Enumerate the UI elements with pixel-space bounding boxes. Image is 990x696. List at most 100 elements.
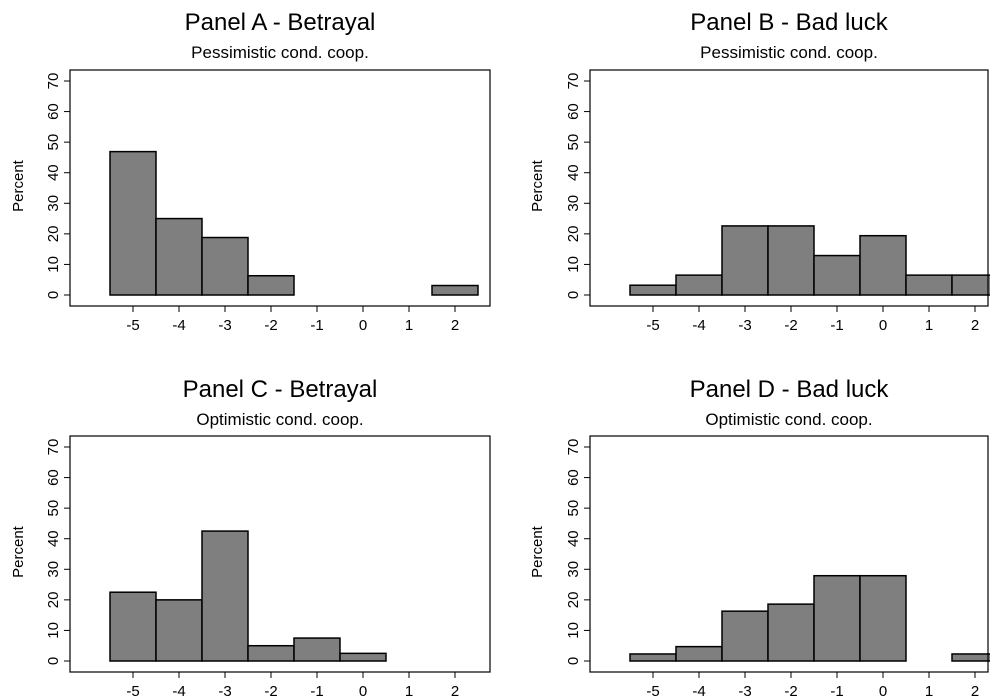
- y-tick-label: 30: [565, 195, 582, 212]
- y-tick-label: 60: [45, 103, 62, 120]
- y-tick-label: 40: [565, 164, 582, 181]
- histogram-bar: [813, 574, 861, 662]
- histogram-bar: [293, 637, 341, 662]
- plot-frame: [69, 69, 491, 307]
- x-tick-label: 1: [925, 317, 933, 334]
- y-tick-label: 30: [45, 195, 62, 212]
- x-tick-label: -5: [646, 683, 659, 696]
- x-tick-label: 2: [451, 683, 459, 696]
- y-tick-label: 70: [45, 73, 62, 90]
- y-tick-label: 60: [565, 469, 582, 486]
- y-tick-label: 40: [45, 530, 62, 547]
- y-tick-label: 0: [565, 291, 582, 299]
- histogram-bar: [675, 645, 723, 662]
- y-tick-label: 0: [45, 657, 62, 665]
- chart-panel: Panel A - Betrayal Pessimistic cond. coop…: [10, 9, 491, 334]
- y-tick-label: 20: [565, 592, 582, 609]
- x-tick-label: 1: [925, 683, 933, 696]
- histogram-bar: [767, 603, 815, 662]
- histogram-bar: [201, 236, 249, 296]
- plot-frame: [589, 435, 989, 673]
- panel-title: Panel A - Betrayal: [185, 9, 376, 36]
- histogram-bar: [813, 254, 861, 296]
- x-tick-label: -2: [264, 683, 277, 696]
- histogram-bar: [109, 150, 157, 296]
- y-tick-label: 70: [565, 439, 582, 456]
- y-tick-label: 0: [45, 291, 62, 299]
- histogram-bar: [767, 225, 815, 296]
- histogram-bar: [629, 653, 677, 662]
- x-tick-label: -4: [692, 683, 705, 696]
- histogram-bar: [951, 653, 990, 662]
- y-tick-label: 10: [45, 256, 62, 273]
- y-tick-label: 50: [45, 134, 62, 151]
- y-tick-label: 20: [45, 592, 62, 609]
- x-tick-label: 0: [879, 317, 887, 334]
- x-tick-label: -3: [738, 317, 751, 334]
- histogram-bar: [201, 530, 249, 662]
- plot-frame: [69, 435, 491, 673]
- y-tick-label: 60: [45, 469, 62, 486]
- y-tick-label: 70: [45, 439, 62, 456]
- histogram-bar: [859, 574, 907, 662]
- y-tick-label: 30: [565, 561, 582, 578]
- y-axis-label: Percent: [10, 159, 27, 212]
- y-tick-label: 60: [565, 103, 582, 120]
- x-tick-label: -2: [264, 317, 277, 334]
- x-tick-label: -3: [738, 683, 751, 696]
- y-axis-label: Percent: [10, 525, 27, 578]
- chart-panel: Panel B - Bad luck Pessimistic cond. coop…: [529, 9, 990, 334]
- histogram-bar: [247, 274, 295, 296]
- y-tick-label: 20: [45, 226, 62, 243]
- histogram-bar: [629, 284, 677, 296]
- y-tick-label: 50: [565, 134, 582, 151]
- chart-panel: Panel C - Betrayal Optimistic cond. coop.…: [10, 376, 491, 696]
- x-tick-label: 0: [359, 683, 367, 696]
- x-tick-label: 2: [971, 317, 979, 334]
- y-tick-label: 40: [565, 530, 582, 547]
- panel-subtitle: Optimistic cond. coop.: [196, 410, 363, 429]
- plot-frame: [589, 69, 989, 307]
- x-tick-label: 0: [879, 683, 887, 696]
- x-tick-label: -3: [218, 683, 231, 696]
- x-tick-label: 2: [451, 317, 459, 334]
- panel-subtitle: Pessimistic cond. coop.: [700, 43, 878, 62]
- x-tick-label: -1: [830, 317, 843, 334]
- y-tick-label: 30: [45, 561, 62, 578]
- histogram-bar: [859, 234, 907, 296]
- x-tick-label: -5: [126, 317, 139, 334]
- x-tick-label: -2: [784, 317, 797, 334]
- panel-subtitle: Optimistic cond. coop.: [705, 410, 872, 429]
- histogram-bar: [951, 274, 990, 296]
- y-tick-label: 10: [565, 256, 582, 273]
- y-axis-label: Percent: [529, 525, 546, 578]
- y-tick-label: 70: [565, 73, 582, 90]
- x-tick-label: -1: [310, 683, 323, 696]
- histogram-bar: [109, 591, 157, 662]
- x-tick-label: -2: [784, 683, 797, 696]
- histogram-bar: [155, 217, 203, 296]
- y-tick-label: 0: [565, 657, 582, 665]
- x-tick-label: -5: [126, 683, 139, 696]
- y-tick-label: 10: [565, 622, 582, 639]
- panel-title: Panel C - Betrayal: [183, 376, 378, 403]
- x-tick-label: 1: [405, 317, 413, 334]
- histogram-bar: [721, 225, 769, 296]
- y-tick-label: 50: [45, 500, 62, 517]
- histogram-bar: [155, 599, 203, 662]
- histogram-bar: [721, 610, 769, 662]
- histogram-bar: [431, 284, 479, 296]
- y-axis-label: Percent: [529, 159, 546, 212]
- x-tick-label: 0: [359, 317, 367, 334]
- y-tick-label: 20: [565, 226, 582, 243]
- x-tick-label: 2: [971, 683, 979, 696]
- x-tick-label: -1: [830, 683, 843, 696]
- y-tick-label: 10: [45, 622, 62, 639]
- histogram-bar: [675, 274, 723, 296]
- y-tick-label: 50: [565, 500, 582, 517]
- x-tick-label: -4: [172, 317, 185, 334]
- panel-title: Panel D - Bad luck: [690, 376, 890, 403]
- histogram-bar: [247, 644, 295, 662]
- x-tick-label: -5: [646, 317, 659, 334]
- y-tick-label: 40: [45, 164, 62, 181]
